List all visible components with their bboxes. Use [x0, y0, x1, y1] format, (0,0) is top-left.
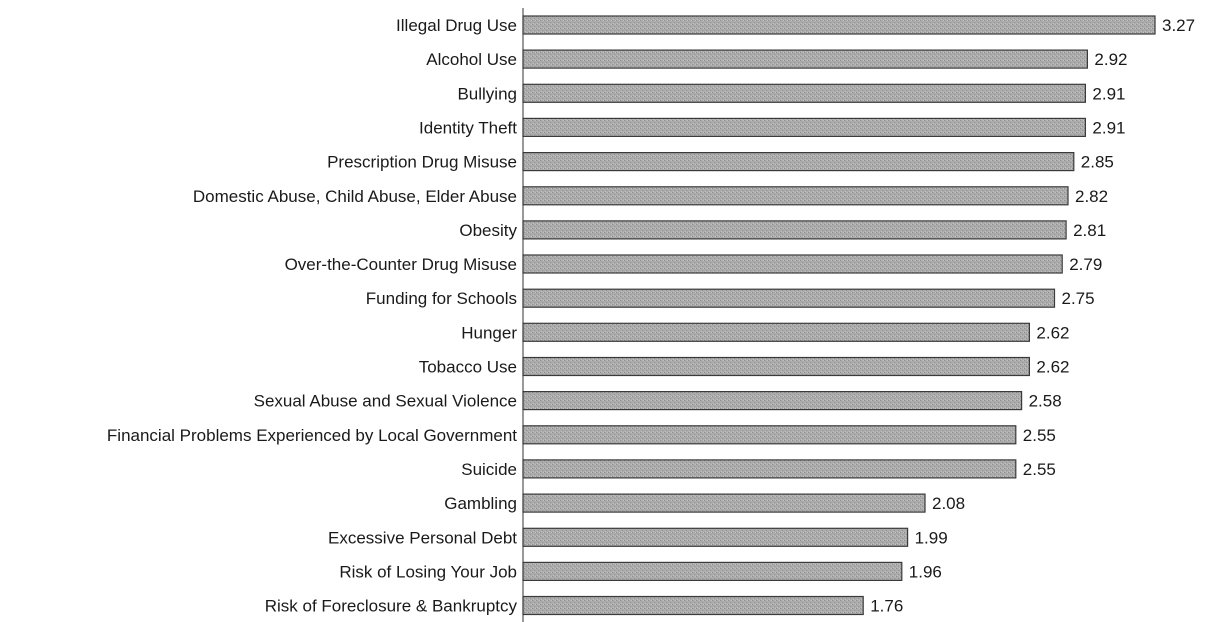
value-label: 2.58	[1029, 392, 1062, 411]
bar	[522, 15, 1156, 35]
category-label: Risk of Foreclosure & Bankruptcy	[265, 597, 518, 616]
category-label: Suicide	[461, 460, 517, 479]
bar	[522, 527, 909, 547]
value-labels: 3.27 2.92 2.91 2.91 2.85 2.82 2.81 2.79 2.75 2.62…	[870, 16, 1195, 616]
category-label: Over-the-Counter Drug Misuse	[285, 255, 517, 274]
category-label: Domestic Abuse, Child Abuse, Elder Abuse	[193, 187, 517, 206]
category-label: Excessive Personal Debt	[328, 528, 517, 547]
value-label: 2.55	[1023, 426, 1056, 445]
bar	[522, 83, 1087, 103]
bar	[522, 595, 864, 616]
bar	[522, 152, 1075, 172]
value-label: 2.85	[1081, 153, 1114, 172]
bar	[522, 288, 1056, 308]
bars-layer	[522, 15, 1156, 616]
category-label: Illegal Drug Use	[396, 16, 517, 35]
bar	[522, 254, 1063, 274]
value-label: 2.79	[1069, 255, 1102, 274]
value-label: 2.92	[1094, 50, 1127, 69]
category-label: Obesity	[459, 221, 517, 240]
bar	[522, 493, 926, 513]
bar	[522, 356, 1030, 377]
category-label: Gambling	[444, 494, 517, 513]
bar	[522, 186, 1069, 206]
bar	[522, 561, 903, 582]
value-label: 2.82	[1075, 187, 1108, 206]
value-label: 2.81	[1073, 221, 1106, 240]
value-label: 2.62	[1036, 358, 1069, 377]
category-label: Alcohol Use	[426, 50, 517, 69]
value-label: 1.96	[909, 562, 942, 581]
bar	[522, 322, 1030, 342]
category-label: Tobacco Use	[419, 358, 517, 377]
category-label: Prescription Drug Misuse	[327, 153, 517, 172]
category-label: Bullying	[457, 84, 517, 103]
value-label: 1.99	[915, 528, 948, 547]
category-label: Hunger	[461, 323, 517, 342]
bar	[522, 459, 1017, 479]
value-label: 2.75	[1062, 289, 1095, 308]
value-label: 2.55	[1023, 460, 1056, 479]
category-label: Financial Problems Experienced by Local …	[107, 426, 517, 445]
category-labels: Illegal Drug Use Alcohol Use Bullying Ident…	[107, 16, 518, 616]
bar	[522, 391, 1023, 411]
category-label: Risk of Losing Your Job	[339, 562, 517, 581]
category-label: Sexual Abuse and Sexual Violence	[254, 392, 517, 411]
bar	[522, 425, 1017, 445]
bar	[522, 117, 1087, 138]
value-label: 2.91	[1092, 118, 1125, 137]
category-label: Funding for Schools	[366, 289, 517, 308]
bar	[522, 49, 1089, 69]
value-label: 2.62	[1036, 323, 1069, 342]
value-label: 2.91	[1092, 84, 1125, 103]
bar	[522, 220, 1067, 240]
value-label: 2.08	[932, 494, 965, 513]
value-label: 3.27	[1162, 16, 1195, 35]
category-label: Identity Theft	[419, 118, 517, 137]
value-label: 1.76	[870, 597, 903, 616]
